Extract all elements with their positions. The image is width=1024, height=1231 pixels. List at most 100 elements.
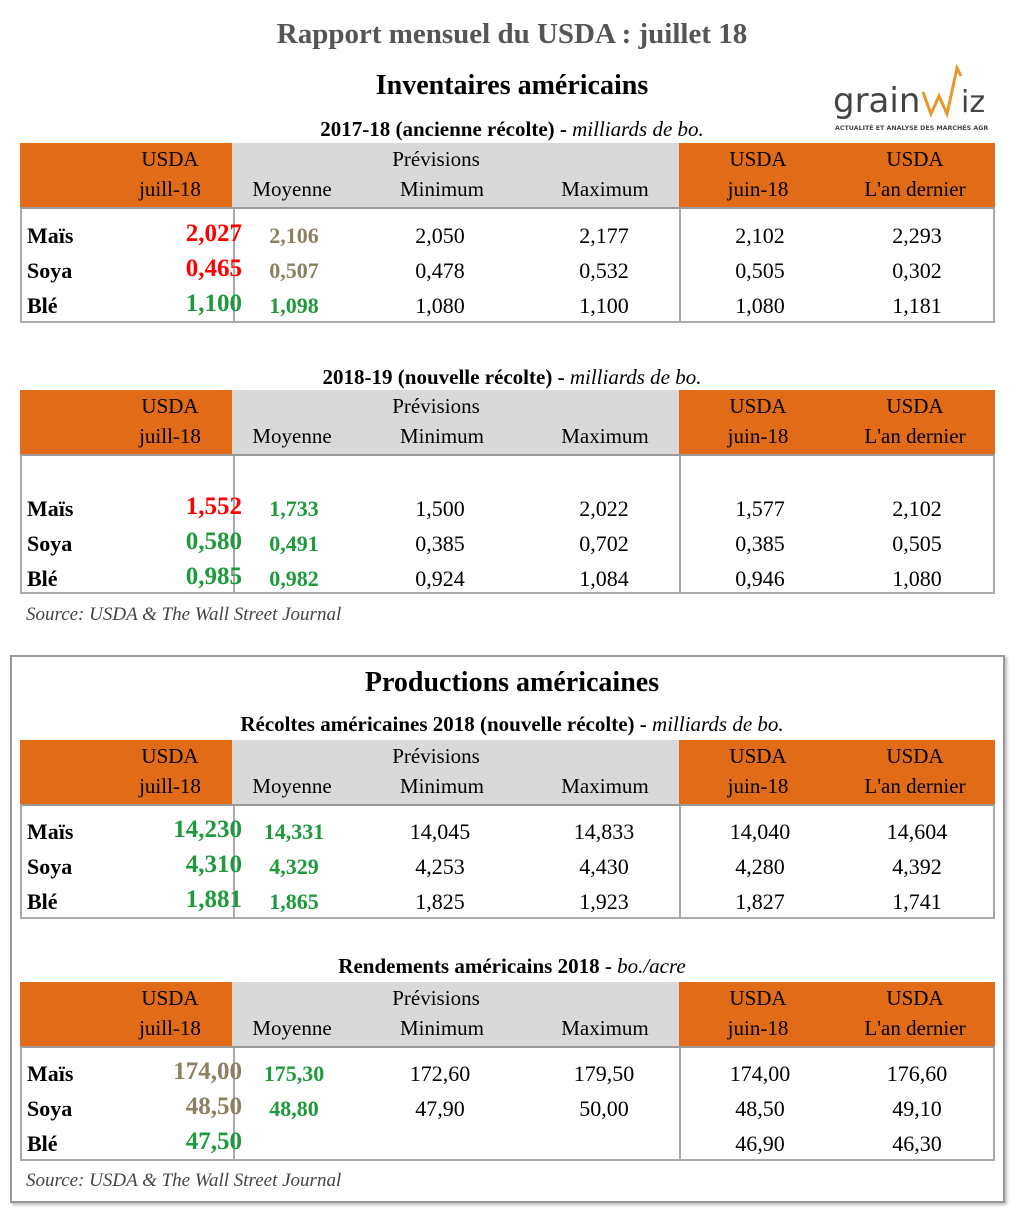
row-label: Soya [27, 1096, 73, 1121]
value-an: 14,604 [886, 819, 948, 844]
value-an: 49,10 [892, 1096, 942, 1121]
value-an: 46,30 [892, 1131, 942, 1156]
table-body: Maïs 174,00 175,30 172,60 179,50 174,00 176,60… [20, 1046, 995, 1161]
value-moy: 2,106 [269, 223, 319, 248]
value-moy: 4,329 [269, 854, 319, 879]
source-note: Source: USDA & The Wall Street Journal [26, 1170, 342, 1191]
table-row: Maïs 14,230 14,331 14,045 14,833 14,040 14,604 [22, 816, 993, 854]
header-an: L'an dernier [864, 774, 966, 798]
value-an: 0,302 [892, 258, 942, 283]
header-juill: juill-18 [139, 774, 201, 798]
value-moy: 1,098 [269, 293, 319, 318]
value-usda: 1,881 [185, 886, 242, 913]
value-juin: 174,00 [729, 1061, 791, 1086]
header-juin: juin-18 [727, 774, 789, 798]
value-max: 0,702 [579, 531, 629, 556]
row-label: Blé [27, 293, 58, 318]
value-min: 1,080 [415, 293, 465, 318]
table-row: Soya 0,465 0,507 0,478 0,532 0,505 0,302 [22, 255, 993, 293]
source-note: Source: USDA & The Wall Street Journal [26, 604, 342, 625]
table-header: USDA juill-18 Prévisions Moyenne Minimum Maxi… [20, 143, 995, 207]
table-body: Maïs 1,552 1,733 1,500 2,022 1,577 2,102 Soya 0,… [20, 454, 995, 594]
header-usda: USDA [141, 744, 199, 768]
row-label: Soya [27, 258, 73, 283]
value-moy: 48,80 [269, 1096, 319, 1121]
row-label: Blé [27, 566, 58, 591]
value-usda: 0,580 [185, 528, 242, 555]
usda-header-bg [20, 982, 232, 1046]
grainwiz-logo: grain iz ACTUALITÉ ET ANALYSE DES MARCHÉ… [833, 63, 988, 132]
table-header: USDA juill-18 Prévisions Moyenne Minimum Maxi… [20, 982, 995, 1046]
value-moy: 14,331 [263, 819, 325, 844]
value-juin: 48,50 [735, 1096, 785, 1121]
value-juin: 4,280 [735, 854, 785, 879]
header-minimum: Minimum [399, 424, 484, 448]
table-caption: Rendements américains 2018 - bo./acre [338, 954, 686, 978]
header-usda: USDA [886, 394, 944, 418]
value-usda: 0,985 [185, 563, 242, 590]
header-usda: USDA [729, 147, 787, 171]
table-row: Blé 47,50 46,90 46,30 [22, 1128, 993, 1166]
divider [233, 209, 235, 321]
caption-unit: bo./acre [617, 954, 686, 978]
data-table: USDA juill-18 Prévisions Moyenne Minimum Maxi… [20, 390, 995, 594]
header-maximum: Maximum [561, 1016, 649, 1040]
usda-header-bg [679, 143, 995, 207]
table-header: USDA juill-18 Prévisions Moyenne Minimum Maxi… [20, 740, 995, 804]
usda-header-bg [679, 982, 995, 1046]
table-body: Maïs 14,230 14,331 14,045 14,833 14,040 14,604… [20, 804, 995, 919]
header-moyenne: Moyenne [252, 424, 332, 448]
header-usda: USDA [729, 744, 787, 768]
value-usda: 174,00 [173, 1058, 242, 1085]
header-moyenne: Moyenne [252, 774, 332, 798]
row-label: Maïs [27, 223, 74, 248]
data-table: USDA juill-18 Prévisions Moyenne Minimum Maxi… [20, 740, 995, 919]
row-label: Maïs [27, 496, 74, 521]
value-moy: 0,507 [269, 258, 319, 283]
table-caption: 2018-19 (nouvelle récolte) - milliards d… [322, 365, 702, 389]
header-juill: juill-18 [139, 177, 201, 201]
value-min: 47,90 [415, 1096, 465, 1121]
value-an: 0,505 [892, 531, 942, 556]
value-moy: 175,30 [263, 1061, 325, 1086]
divider [233, 806, 235, 917]
table-row: Maïs 174,00 175,30 172,60 179,50 174,00 176,60 [22, 1058, 993, 1096]
value-an: 1,181 [892, 293, 942, 318]
svg-text:grain: grain [833, 81, 920, 121]
caption-unit: milliards de bo. [569, 365, 702, 389]
value-max: 4,430 [579, 854, 629, 879]
divider [233, 1048, 235, 1159]
table-row: Soya 4,310 4,329 4,253 4,430 4,280 4,392 [22, 851, 993, 889]
value-an: 2,293 [892, 223, 942, 248]
value-min: 2,050 [415, 223, 465, 248]
header-juill: juill-18 [139, 1016, 201, 1040]
header-an: L'an dernier [864, 177, 966, 201]
value-min: 0,385 [415, 531, 465, 556]
inventory-heading: Inventaires américains [375, 70, 649, 101]
value-max: 1,100 [579, 293, 629, 318]
value-juin: 2,102 [735, 223, 785, 248]
usda-header-bg [679, 390, 995, 454]
value-moy: 0,491 [269, 531, 319, 556]
header-maximum: Maximum [561, 774, 649, 798]
header-previsions: Prévisions [392, 147, 480, 171]
value-min: 172,60 [409, 1061, 471, 1086]
row-label: Maïs [27, 819, 74, 844]
usda-header-bg [20, 740, 232, 804]
production-heading: Productions américaines [364, 667, 660, 698]
header-previsions: Prévisions [392, 394, 480, 418]
divider [679, 806, 681, 917]
caption-text: Rendements américains 2018 [338, 954, 600, 978]
caption-text: 2017-18 (ancienne récolte) [320, 117, 555, 141]
header-moyenne: Moyenne [252, 1016, 332, 1040]
header-moyenne: Moyenne [252, 177, 332, 201]
table-caption: Récoltes américaines 2018 (nouvelle réco… [240, 712, 784, 736]
header-maximum: Maximum [561, 177, 649, 201]
value-usda: 1,100 [185, 290, 242, 317]
header-usda: USDA [729, 394, 787, 418]
value-juin: 0,946 [735, 566, 785, 591]
value-usda: 2,027 [185, 220, 242, 247]
header-juin: juin-18 [727, 424, 789, 448]
value-an: 1,741 [892, 889, 942, 914]
usda-header-bg [20, 143, 232, 207]
